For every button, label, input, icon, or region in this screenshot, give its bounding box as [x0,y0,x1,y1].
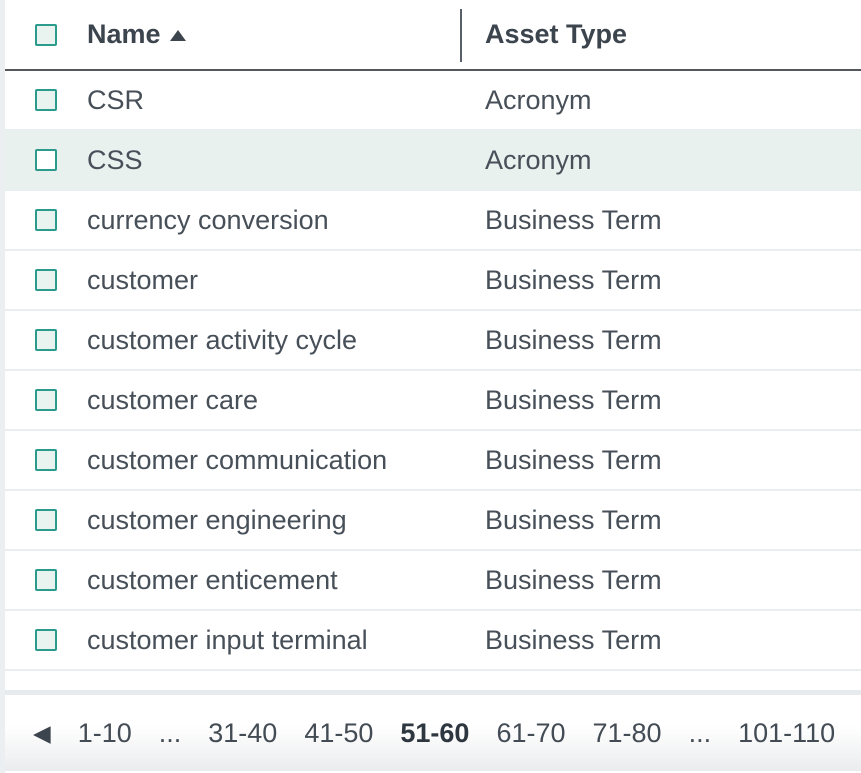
table-body: CSR Acronym CSS Acronym currency convers… [5,71,861,671]
asset-type: Business Term [485,324,662,355]
asset-type: Business Term [485,444,662,475]
table-row[interactable]: customer enticement Business Term [5,551,861,611]
table-row[interactable]: customer engineering Business Term [5,491,861,551]
row-checkbox[interactable] [35,629,57,651]
asset-type: Business Term [485,564,662,595]
row-checkbox[interactable] [35,509,57,531]
table-bottom-spacer [5,671,861,690]
asset-type-column-label[interactable]: Asset Type [485,19,628,49]
row-checkbox[interactable] [35,209,57,231]
page-link-current[interactable]: 51-60 [400,717,470,748]
column-resize-divider[interactable] [460,9,462,62]
table: Name Asset Type CSR Acronym CSS Acronym [5,0,861,771]
asset-type: Acronym [485,84,592,115]
row-checkbox[interactable] [35,269,57,291]
asset-name-cell: CSS [87,145,460,176]
name-column-header[interactable]: Name [87,19,460,50]
asset-type: Business Term [485,384,662,415]
asset-name: customer [87,264,199,295]
row-checkbox[interactable] [35,389,57,411]
row-checkbox-cell [5,389,87,411]
table-row[interactable]: customer care Business Term [5,371,861,431]
name-column-label[interactable]: Name [87,19,161,49]
row-checkbox[interactable] [35,329,57,351]
page-link[interactable]: 71-80 [592,717,662,748]
asset-name-cell: customer communication [87,445,460,476]
page-ellipsis: ... [688,717,712,748]
asset-type: Business Term [485,264,662,295]
sort-ascending-icon[interactable] [169,30,186,41]
row-checkbox-cell [5,269,87,291]
asset-name-cell: customer engineering [87,505,460,536]
asset-name-cell: customer care [87,385,460,416]
table-row[interactable]: CSR Acronym [5,71,861,131]
page-link[interactable]: 1-10 [77,717,132,748]
page-link[interactable]: 41-50 [304,717,374,748]
row-checkbox-cell [5,509,87,531]
asset-type-cell: Business Term [460,445,861,476]
asset-name: customer enticement [87,564,338,595]
row-checkbox-cell [5,329,87,351]
asset-type-cell: Acronym [460,145,861,176]
asset-type-cell: Business Term [460,325,861,356]
asset-name: customer input terminal [87,624,368,655]
asset-name: customer engineering [87,504,347,535]
asset-name-cell: CSR [87,85,460,116]
pagination-bar: ◀ 1-10 ... 31-40 41-50 51-60 61-70 71-80… [5,695,861,771]
row-checkbox[interactable] [35,569,57,591]
asset-type-cell: Business Term [460,385,861,416]
asset-type-cell: Business Term [460,205,861,236]
table-row[interactable]: customer communication Business Term [5,431,861,491]
table-row[interactable]: customer activity cycle Business Term [5,311,861,371]
asset-type-column-header[interactable]: Asset Type [460,19,861,50]
select-all-checkbox[interactable] [35,23,57,46]
asset-type-cell: Business Term [460,505,861,536]
row-checkbox[interactable] [35,149,57,171]
asset-name: CSR [87,84,145,115]
page-ellipsis: ... [158,717,182,748]
footer-divider-band [5,690,861,695]
asset-name-cell: customer input terminal [87,625,460,656]
asset-type-cell: Business Term [460,565,861,596]
row-checkbox-cell [5,449,87,471]
row-checkbox-cell [5,569,87,591]
asset-name-cell: customer activity cycle [87,325,460,356]
asset-type-cell: Business Term [460,625,861,656]
asset-name-cell: customer [87,265,460,296]
row-checkbox[interactable] [35,89,57,111]
table-header-row: Name Asset Type [5,0,861,71]
asset-type-cell: Business Term [460,265,861,296]
select-all-cell [5,23,87,46]
left-edge-strip [0,0,5,773]
table-row[interactable]: customer input terminal Business Term [5,611,861,671]
asset-type: Business Term [485,204,662,235]
row-checkbox-cell [5,209,87,231]
asset-type: Acronym [485,144,592,175]
table-row[interactable]: customer Business Term [5,251,861,311]
asset-name: customer activity cycle [87,324,358,355]
asset-name-cell: currency conversion [87,205,460,236]
asset-type-cell: Acronym [460,85,861,116]
prev-page-icon[interactable]: ◀ [33,719,51,746]
page-link[interactable]: 101-110 [738,717,836,748]
table-row[interactable]: currency conversion Business Term [5,191,861,251]
page-link[interactable]: 31-40 [208,717,278,748]
row-checkbox-cell [5,629,87,651]
page-link[interactable]: 61-70 [496,717,566,748]
row-checkbox[interactable] [35,449,57,471]
asset-name: customer care [87,384,259,415]
asset-type: Business Term [485,624,662,655]
row-checkbox-cell [5,89,87,111]
asset-name-cell: customer enticement [87,565,460,596]
asset-name: customer communication [87,444,388,475]
row-checkbox-cell [5,149,87,171]
asset-name: CSS [87,144,143,175]
table-row[interactable]: CSS Acronym [5,131,861,191]
asset-name: currency conversion [87,204,329,235]
asset-type: Business Term [485,504,662,535]
